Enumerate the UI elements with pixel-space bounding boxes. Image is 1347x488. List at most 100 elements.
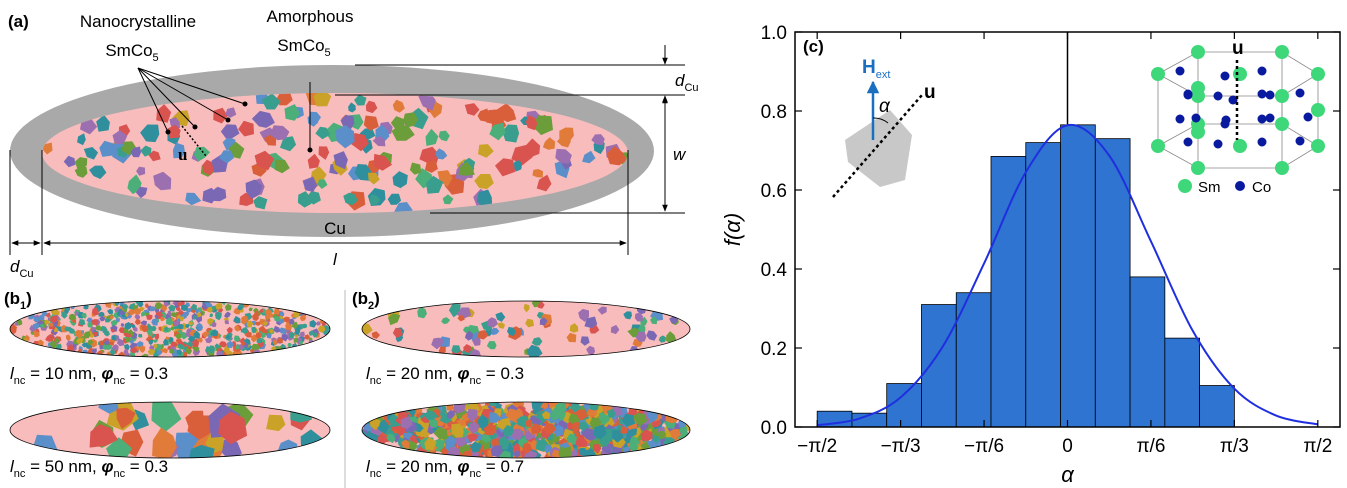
grain [89,165,107,179]
co-atom [1175,66,1185,76]
dot [242,101,248,107]
grain [470,441,482,453]
grain [166,316,174,326]
grain [512,160,523,172]
grain [274,315,281,322]
dot [192,124,198,130]
grain [348,102,356,113]
grain [371,331,380,339]
grain [91,348,97,354]
grain [44,319,50,325]
grain [180,331,187,340]
grain [111,344,119,351]
label: Hext [862,57,890,81]
grain [125,333,132,338]
grain [152,427,177,458]
grain [273,306,280,315]
label: w [673,145,687,164]
grain [610,324,620,335]
y-tick-label: 0.8 [761,102,787,123]
grain [147,323,152,329]
grain [261,93,281,110]
grain-sketch [845,110,912,187]
grain [299,331,305,337]
grain [154,302,163,310]
label: l [333,250,338,269]
grain [302,176,318,192]
grain [621,413,636,427]
grain [369,418,381,430]
grain [77,133,86,146]
grain [180,304,189,311]
y-tick-label: 0.2 [761,339,787,360]
sm-atom [1191,45,1205,59]
grain [131,324,136,329]
grain [640,429,653,441]
grain [175,333,182,339]
grain [669,316,679,325]
grain [193,330,200,339]
grain [549,409,561,421]
grain [140,325,149,333]
caption: lnc = 20 nm, φnc = 0.7 [366,457,524,480]
grain [650,315,658,325]
easy-axis [181,125,207,157]
grain [454,437,467,447]
legend-swatch [1178,179,1192,193]
grain [442,194,454,205]
grain [531,423,543,434]
dot [307,147,313,153]
grain [555,148,572,164]
grain [48,322,54,327]
grain [167,327,172,333]
grain [136,166,146,176]
label: Nanocrystalline [80,12,196,31]
grain [215,311,222,321]
grain [580,336,590,346]
grain [148,339,154,346]
grain [541,411,551,419]
grain [582,150,596,164]
grain [137,301,144,307]
grain [187,341,194,348]
sm-atom [1233,67,1247,81]
grain [150,306,157,312]
grain [220,124,240,139]
grain [438,130,450,142]
grain [474,174,494,190]
grain [153,339,158,343]
grain [285,323,293,331]
grain [168,304,176,312]
dot [165,129,171,135]
grain [373,153,393,171]
bar [1094,138,1131,428]
grain [64,326,72,332]
grain [424,410,438,421]
grain [186,328,192,333]
grain [125,337,132,343]
grain [566,332,577,343]
grain [392,327,403,339]
grain [170,312,177,318]
grain [96,114,110,132]
grain [184,311,190,317]
co-atom [1228,95,1238,105]
grain [351,133,369,152]
legend-swatch [1235,181,1245,191]
co-atom [1183,137,1193,147]
co-atom [1257,89,1267,99]
grain [251,110,275,128]
co-atom [1295,88,1305,98]
sm-atom [1151,67,1165,81]
label: u [178,145,187,164]
grain [144,303,149,308]
bar [1164,337,1201,428]
grain [207,307,213,313]
grain [495,312,506,322]
grain [487,317,498,328]
grain [269,125,290,141]
grain [524,138,541,158]
grain [185,324,190,329]
grain [45,334,54,342]
grain [167,310,172,316]
